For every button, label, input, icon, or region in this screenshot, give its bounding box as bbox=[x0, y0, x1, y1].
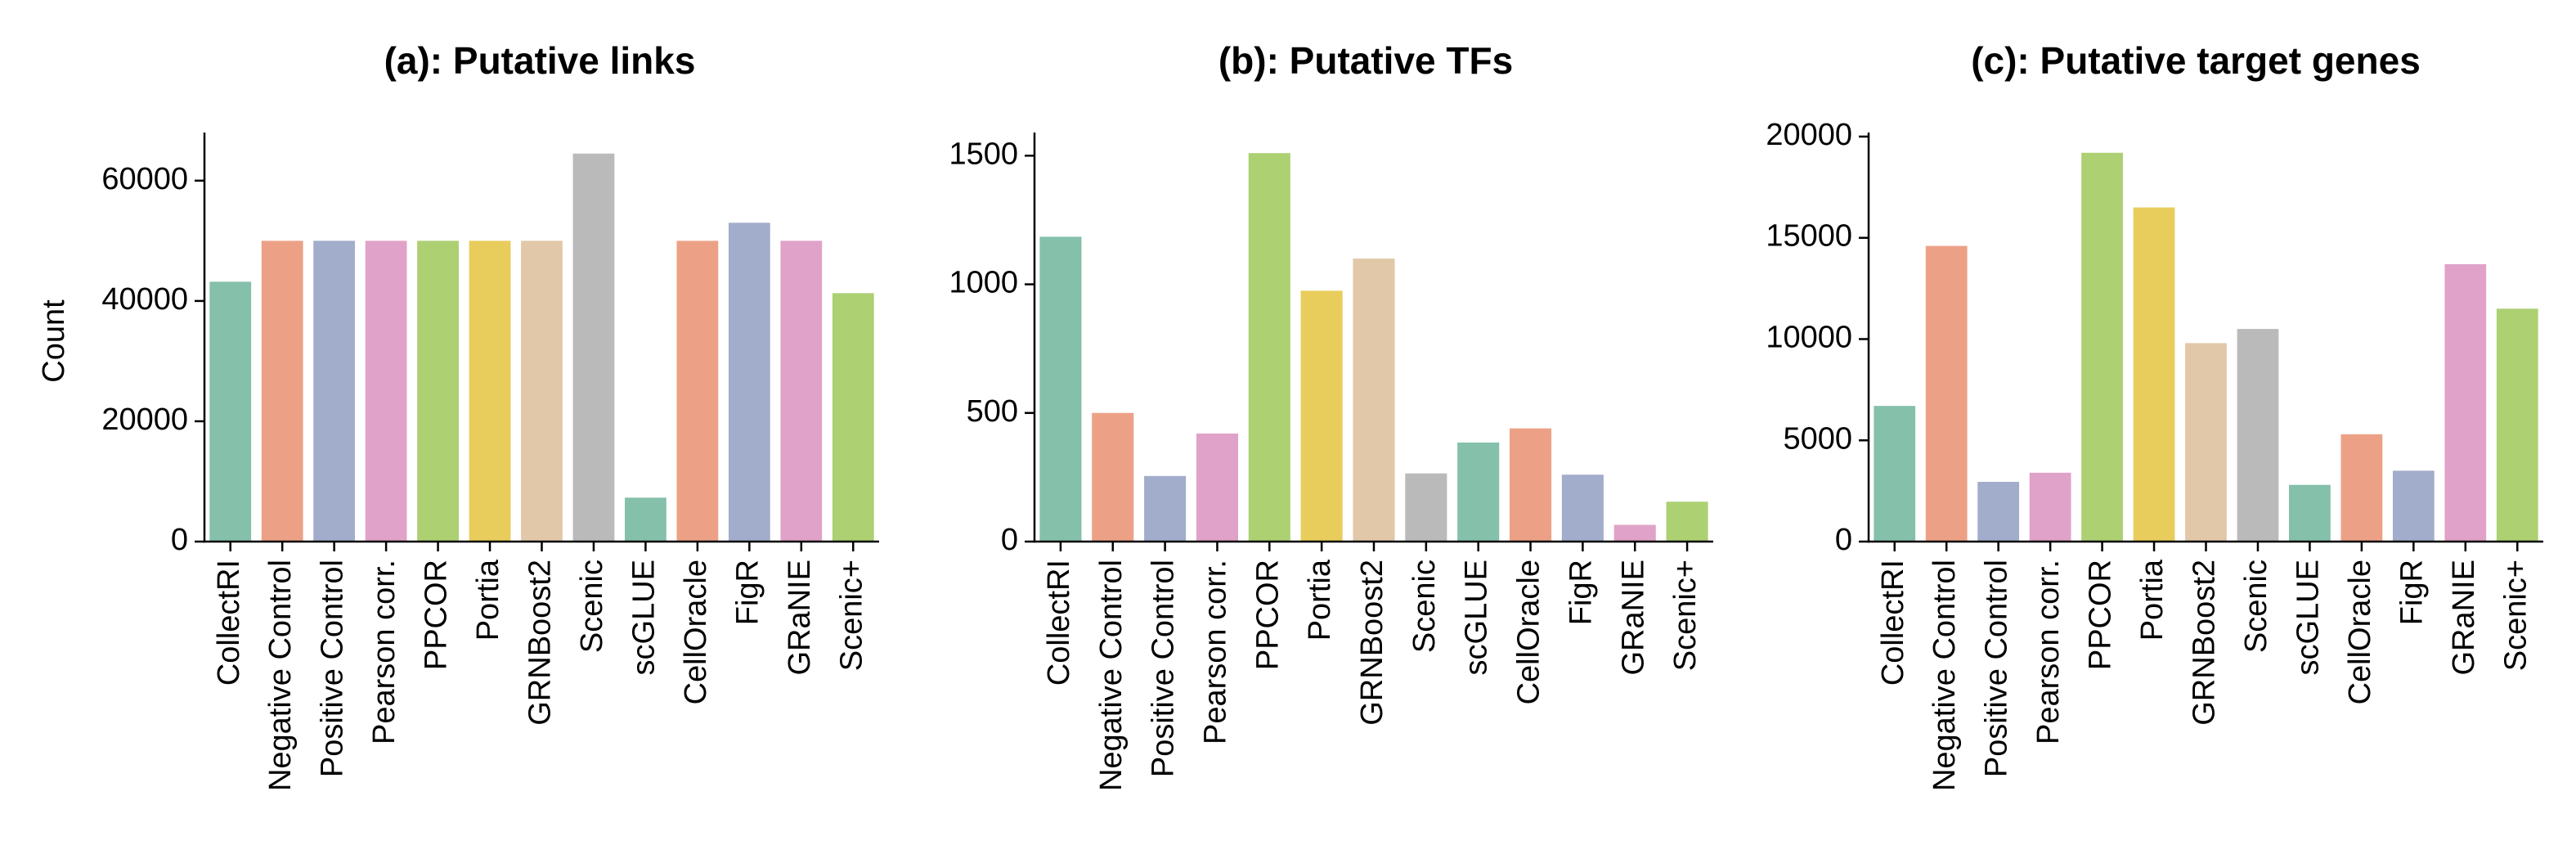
bar-collectri bbox=[1039, 236, 1082, 542]
bar-positive-control bbox=[313, 241, 356, 542]
x-tick-label: FigR bbox=[2394, 560, 2429, 625]
bar-scenic bbox=[1405, 473, 1447, 542]
bar-grnboost2 bbox=[1353, 259, 1395, 542]
bar-portia bbox=[1300, 290, 1343, 542]
y-tick-label: 15000 bbox=[1766, 219, 1852, 254]
bar-scglue bbox=[2289, 484, 2331, 542]
bar-collectri bbox=[209, 281, 252, 542]
bar-celloracle bbox=[1510, 428, 1552, 542]
chart-panel-1: (a): Putative links 0 20000 40000 60000 Colle… bbox=[37, 39, 879, 791]
bar-scenic bbox=[2237, 329, 2279, 542]
bar-grnboost2 bbox=[2185, 343, 2227, 542]
x-tick-label: CellOracle bbox=[2343, 560, 2377, 704]
x-tick-label: Negative Control bbox=[1928, 560, 1962, 791]
x-tick-label: GRaNIE bbox=[2447, 560, 2481, 675]
x-tick-label: Scenic+ bbox=[2498, 560, 2533, 671]
bar-ppcor bbox=[2081, 152, 2123, 542]
bar-scglue bbox=[625, 497, 666, 542]
panel-title: (c): Putative target genes bbox=[1971, 39, 2421, 82]
y-tick-label: 20000 bbox=[101, 403, 188, 437]
bar-pearson-corr- bbox=[365, 241, 407, 542]
bar-figr bbox=[728, 223, 770, 542]
x-tick-label: PPCOR bbox=[420, 560, 454, 670]
bar-scenic- bbox=[1666, 501, 1708, 542]
y-tick-label: 0 bbox=[1001, 523, 1018, 557]
x-tick-label: Pearson corr. bbox=[2031, 560, 2066, 744]
bar-negative-control bbox=[1092, 412, 1134, 542]
y-tick-label: 500 bbox=[967, 394, 1018, 429]
bar-portia bbox=[2133, 207, 2175, 542]
x-tick-label: Scenic bbox=[575, 560, 609, 653]
bar-negative-control bbox=[261, 241, 303, 542]
bar-granie bbox=[2444, 263, 2487, 542]
bar-portia bbox=[469, 241, 511, 542]
x-tick-label: scGLUE bbox=[1460, 560, 1494, 675]
y-tick-label: 5000 bbox=[1783, 421, 1852, 456]
panel-title: (b): Putative TFs bbox=[1218, 39, 1513, 82]
chart-panel-3: (c): Putative target genes 0 5000 10000 1500… bbox=[1766, 39, 2543, 791]
bar-positive-control bbox=[1977, 481, 2020, 542]
x-tick-label: GRNBoost2 bbox=[523, 560, 558, 726]
x-tick-label: Portia bbox=[1303, 559, 1337, 641]
bar-pearson-corr- bbox=[1196, 433, 1238, 542]
x-tick-label: Positive Control bbox=[1147, 560, 1181, 777]
bar-figr bbox=[1561, 474, 1604, 542]
x-tick-label: Scenic bbox=[1407, 560, 1442, 653]
x-tick-label: Portia bbox=[2135, 559, 2170, 641]
x-tick-label: Scenic bbox=[2239, 560, 2273, 653]
x-tick-label: Positive Control bbox=[316, 560, 350, 777]
bar-granie bbox=[1613, 524, 1656, 542]
x-tick-label: GRaNIE bbox=[1616, 560, 1650, 675]
x-tick-label: GRNBoost2 bbox=[2188, 560, 2222, 726]
bar-celloracle bbox=[676, 241, 719, 542]
y-tick-label: 60000 bbox=[101, 162, 188, 196]
bar-ppcor bbox=[1248, 153, 1290, 542]
bar-grnboost2 bbox=[521, 241, 563, 542]
x-tick-label: CellOracle bbox=[679, 560, 713, 704]
x-tick-label: Positive Control bbox=[1980, 560, 2014, 777]
bar-figr bbox=[2392, 470, 2435, 542]
bar-ppcor bbox=[417, 241, 459, 542]
x-tick-label: CollectRI bbox=[1042, 560, 1076, 686]
x-tick-label: PPCOR bbox=[2084, 560, 2118, 670]
bar-negative-control bbox=[1925, 245, 1968, 542]
x-tick-label: Negative Control bbox=[1094, 560, 1129, 791]
x-tick-label: Scenic+ bbox=[1668, 560, 1703, 671]
x-tick-label: CollectRI bbox=[212, 560, 246, 686]
bar-granie bbox=[780, 241, 823, 542]
x-tick-label: Pearson corr. bbox=[367, 560, 402, 744]
y-tick-label: 40000 bbox=[101, 282, 188, 317]
bar-celloracle bbox=[2340, 434, 2383, 542]
x-tick-label: CollectRI bbox=[1876, 560, 1910, 686]
x-tick-label: PPCOR bbox=[1250, 560, 1285, 670]
x-tick-label: GRNBoost2 bbox=[1355, 560, 1389, 726]
y-tick-label: 1000 bbox=[949, 266, 1018, 300]
x-tick-label: FigR bbox=[730, 560, 765, 625]
bar-scenic- bbox=[2496, 308, 2538, 542]
x-tick-label: CellOracle bbox=[1512, 560, 1546, 704]
y-tick-label: 20000 bbox=[1766, 118, 1852, 152]
panel-title: (a): Putative links bbox=[384, 39, 696, 82]
y-tick-label: 0 bbox=[171, 523, 188, 557]
x-tick-label: Portia bbox=[471, 559, 505, 641]
bar-scenic- bbox=[832, 293, 874, 542]
bar-positive-control bbox=[1144, 475, 1187, 542]
x-tick-label: GRaNIE bbox=[783, 560, 817, 675]
bar-scglue bbox=[1457, 442, 1500, 542]
x-tick-label: Negative Control bbox=[263, 560, 298, 791]
y-tick-label: 0 bbox=[1835, 523, 1852, 557]
bar-scenic bbox=[572, 153, 615, 542]
y-tick-label: 1500 bbox=[949, 137, 1018, 171]
x-tick-label: FigR bbox=[1564, 560, 1598, 625]
x-tick-label: Scenic+ bbox=[834, 560, 868, 671]
y-tick-label: 10000 bbox=[1766, 321, 1852, 355]
x-tick-label: Pearson corr. bbox=[1198, 560, 1232, 744]
x-tick-label: scGLUE bbox=[2291, 560, 2325, 675]
bar-collectri bbox=[1874, 406, 1916, 542]
chart-panel-2: (b): Putative TFs 0 500 1000 1500 CollectRI Ne… bbox=[949, 39, 1713, 791]
y-axis-label: Count bbox=[37, 299, 71, 383]
bar-pearson-corr- bbox=[2029, 472, 2071, 542]
x-tick-label: scGLUE bbox=[626, 560, 661, 675]
